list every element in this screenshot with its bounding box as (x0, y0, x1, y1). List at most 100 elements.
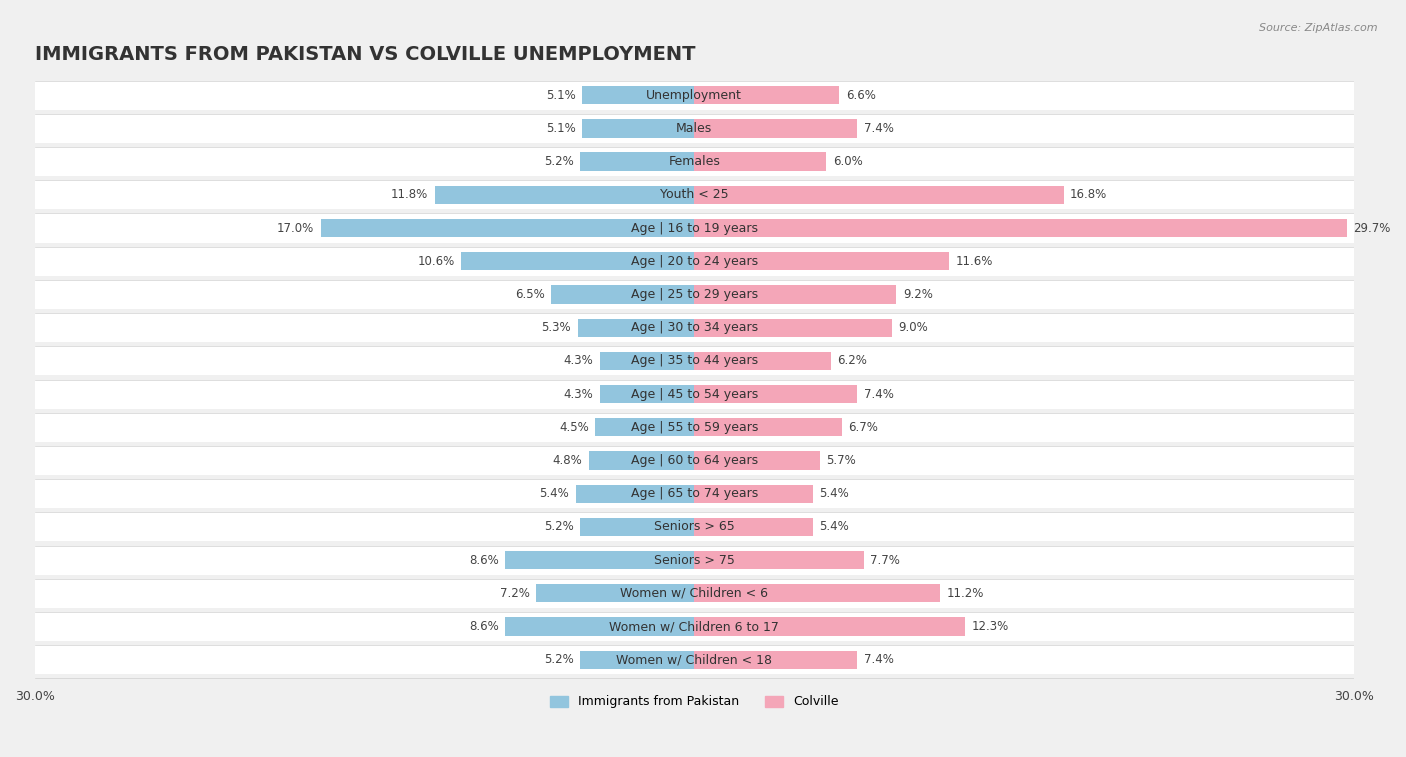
Bar (321, 219, 695, 237)
Text: Males: Males (676, 122, 713, 135)
Text: Women w/ Children < 18: Women w/ Children < 18 (616, 653, 772, 666)
Text: 5.1%: 5.1% (546, 89, 575, 101)
Text: 5.2%: 5.2% (544, 155, 574, 168)
Text: 7.7%: 7.7% (870, 553, 900, 567)
Text: Age | 55 to 59 years: Age | 55 to 59 years (631, 421, 758, 434)
Bar (35, 347, 1354, 375)
Text: Unemployment: Unemployment (647, 89, 742, 101)
Bar (35, 280, 1354, 309)
Bar (35, 81, 1354, 110)
Text: 8.6%: 8.6% (470, 620, 499, 633)
Text: 7.4%: 7.4% (863, 653, 893, 666)
Bar (575, 484, 695, 503)
Bar (695, 319, 891, 337)
Bar (581, 518, 695, 536)
Bar (35, 379, 1354, 409)
Bar (35, 446, 1354, 475)
Bar (505, 618, 695, 636)
Bar (595, 418, 695, 437)
Text: 9.2%: 9.2% (903, 288, 934, 301)
Text: 4.8%: 4.8% (553, 454, 582, 467)
Text: 7.4%: 7.4% (863, 388, 893, 400)
Text: Source: ZipAtlas.com: Source: ZipAtlas.com (1260, 23, 1378, 33)
Text: 5.4%: 5.4% (540, 488, 569, 500)
Bar (695, 152, 827, 171)
Bar (582, 120, 695, 138)
Text: 6.7%: 6.7% (848, 421, 877, 434)
Text: 4.3%: 4.3% (564, 354, 593, 367)
Bar (695, 120, 856, 138)
Text: 5.3%: 5.3% (541, 321, 571, 334)
Bar (695, 219, 1347, 237)
Bar (505, 551, 695, 569)
Bar (695, 252, 949, 270)
Bar (600, 385, 695, 403)
Bar (461, 252, 695, 270)
Text: 17.0%: 17.0% (277, 222, 314, 235)
Bar (35, 579, 1354, 608)
Text: Age | 35 to 44 years: Age | 35 to 44 years (631, 354, 758, 367)
Text: Age | 45 to 54 years: Age | 45 to 54 years (631, 388, 758, 400)
Text: 5.7%: 5.7% (827, 454, 856, 467)
Text: Women w/ Children < 6: Women w/ Children < 6 (620, 587, 768, 600)
Text: 4.5%: 4.5% (560, 421, 589, 434)
Text: 11.2%: 11.2% (948, 587, 984, 600)
Bar (582, 86, 695, 104)
Bar (695, 285, 897, 304)
Bar (581, 152, 695, 171)
Bar (434, 185, 695, 204)
Bar (35, 479, 1354, 508)
Bar (695, 650, 856, 669)
Text: 5.4%: 5.4% (820, 520, 849, 534)
Text: Age | 65 to 74 years: Age | 65 to 74 years (631, 488, 758, 500)
Bar (35, 645, 1354, 674)
Legend: Immigrants from Pakistan, Colville: Immigrants from Pakistan, Colville (544, 690, 844, 713)
Text: 8.6%: 8.6% (470, 553, 499, 567)
Bar (695, 352, 831, 370)
Text: 29.7%: 29.7% (1354, 222, 1391, 235)
Text: Women w/ Children 6 to 17: Women w/ Children 6 to 17 (609, 620, 779, 633)
Bar (35, 612, 1354, 641)
Bar (35, 313, 1354, 342)
Text: 12.3%: 12.3% (972, 620, 1008, 633)
Text: Age | 20 to 24 years: Age | 20 to 24 years (631, 255, 758, 268)
Text: 7.2%: 7.2% (499, 587, 530, 600)
Text: Females: Females (668, 155, 720, 168)
Bar (35, 213, 1354, 242)
Bar (35, 147, 1354, 176)
Text: 11.8%: 11.8% (391, 188, 429, 201)
Bar (35, 546, 1354, 575)
Text: Age | 30 to 34 years: Age | 30 to 34 years (631, 321, 758, 334)
Text: 6.2%: 6.2% (837, 354, 868, 367)
Bar (536, 584, 695, 603)
Bar (695, 185, 1063, 204)
Bar (695, 484, 813, 503)
Bar (581, 650, 695, 669)
Bar (35, 180, 1354, 210)
Text: 5.2%: 5.2% (544, 653, 574, 666)
Text: 5.4%: 5.4% (820, 488, 849, 500)
Bar (695, 584, 941, 603)
Text: IMMIGRANTS FROM PAKISTAN VS COLVILLE UNEMPLOYMENT: IMMIGRANTS FROM PAKISTAN VS COLVILLE UNE… (35, 45, 696, 64)
Text: Age | 60 to 64 years: Age | 60 to 64 years (631, 454, 758, 467)
Text: Youth < 25: Youth < 25 (659, 188, 728, 201)
Bar (695, 385, 856, 403)
Text: 11.6%: 11.6% (956, 255, 993, 268)
Bar (35, 247, 1354, 276)
Text: 5.2%: 5.2% (544, 520, 574, 534)
Text: 6.5%: 6.5% (515, 288, 546, 301)
Text: Seniors > 65: Seniors > 65 (654, 520, 735, 534)
Bar (35, 413, 1354, 442)
Bar (695, 418, 842, 437)
Bar (600, 352, 695, 370)
Bar (35, 114, 1354, 143)
Bar (578, 319, 695, 337)
Bar (695, 451, 820, 469)
Text: 10.6%: 10.6% (418, 255, 454, 268)
Bar (589, 451, 695, 469)
Bar (35, 512, 1354, 541)
Text: 5.1%: 5.1% (546, 122, 575, 135)
Bar (695, 86, 839, 104)
Bar (695, 618, 965, 636)
Text: Age | 25 to 29 years: Age | 25 to 29 years (631, 288, 758, 301)
